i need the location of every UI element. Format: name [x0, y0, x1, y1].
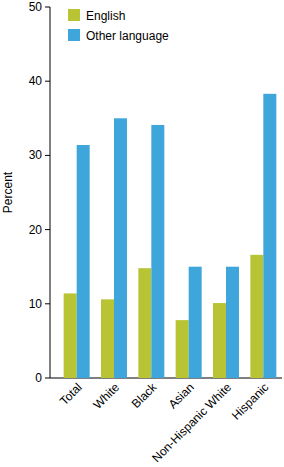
- legend-swatch: [68, 9, 80, 21]
- x-tick-label: White: [91, 380, 123, 412]
- y-tick: [45, 7, 50, 8]
- legend-swatch: [68, 29, 80, 41]
- y-tick-label: 50: [29, 0, 43, 14]
- y-tick: [45, 81, 50, 82]
- y-tick-label: 10: [29, 297, 43, 311]
- y-tick: [45, 378, 50, 379]
- bar: [213, 303, 226, 378]
- bar: [176, 320, 189, 378]
- y-tick-label: 30: [29, 148, 43, 162]
- bar: [189, 267, 202, 378]
- bar: [138, 268, 151, 378]
- y-tick-label: 0: [35, 371, 42, 385]
- bar: [101, 299, 114, 378]
- y-tick: [45, 303, 50, 304]
- legend-label: Other language: [86, 29, 169, 43]
- bar: [64, 293, 77, 378]
- x-tick-label: Total: [57, 380, 85, 408]
- y-axis-label: Percent: [1, 171, 15, 213]
- bars: [64, 94, 277, 378]
- x-tick-label: Black: [129, 380, 160, 411]
- bar: [77, 145, 90, 378]
- chart: 0 10 20 30 40 50 Percent TotalWhiteBlackAsianNo…: [0, 0, 284, 467]
- legend-label: English: [86, 9, 125, 23]
- bar: [226, 267, 239, 378]
- bar: [114, 118, 127, 378]
- y-tick-label: 40: [29, 74, 43, 88]
- y-tick: [45, 155, 50, 156]
- y-tick-label: 20: [29, 223, 43, 237]
- x-tick-label: Non-Hispanic White: [149, 380, 234, 465]
- bar: [250, 255, 263, 378]
- x-tick-label: Hispanic: [229, 380, 271, 422]
- bar: [151, 125, 164, 378]
- y-tick: [45, 229, 50, 230]
- x-tick-label: Asian: [166, 380, 197, 411]
- bar: [263, 94, 276, 378]
- y-axis: [50, 7, 51, 378]
